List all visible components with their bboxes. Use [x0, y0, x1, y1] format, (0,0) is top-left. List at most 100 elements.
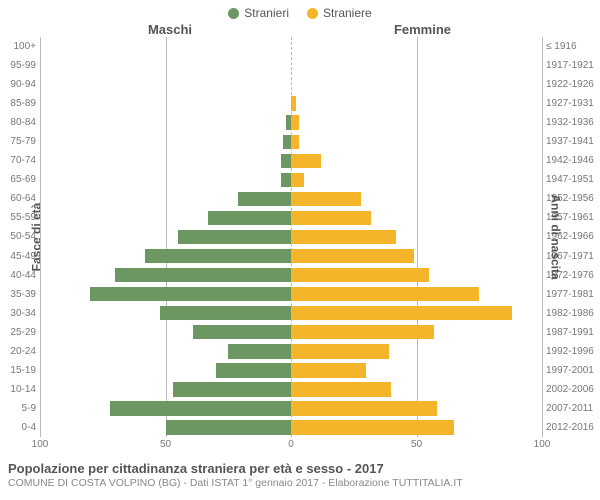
pyramid-row: [40, 75, 542, 94]
female-bar: [291, 211, 371, 225]
pyramid-row: [40, 37, 542, 56]
header-female: Femmine: [300, 22, 600, 37]
female-half: [291, 208, 542, 227]
male-half: [40, 304, 291, 323]
year-tick: 2007-2011: [542, 399, 600, 418]
age-tick: 95-99: [0, 56, 40, 75]
year-tick: 1927-1931: [542, 94, 600, 113]
female-half: [291, 56, 542, 75]
male-half: [40, 132, 291, 151]
year-tick: 1932-1936: [542, 113, 600, 132]
female-half: [291, 113, 542, 132]
female-bar: [291, 135, 299, 149]
male-bar: [281, 154, 291, 168]
year-tick: 1977-1981: [542, 285, 600, 304]
male-bar: [145, 249, 291, 263]
male-bar: [193, 325, 291, 339]
pyramid-row: [40, 227, 542, 246]
female-bar: [291, 420, 454, 434]
male-bar: [178, 230, 291, 244]
male-half: [40, 266, 291, 285]
female-half: [291, 285, 542, 304]
male-half: [40, 380, 291, 399]
male-bar: [90, 287, 291, 301]
column-headers: Maschi Femmine: [0, 22, 600, 37]
year-tick: 2002-2006: [542, 380, 600, 399]
pyramid-row: [40, 113, 542, 132]
age-tick: 25-29: [0, 323, 40, 342]
age-tick: 90-94: [0, 75, 40, 94]
pyramid-row: [40, 189, 542, 208]
legend-swatch-female: [307, 8, 318, 19]
age-tick: 15-19: [0, 361, 40, 380]
pyramid-row: [40, 151, 542, 170]
header-male: Maschi: [0, 22, 300, 37]
female-half: [291, 304, 542, 323]
female-half: [291, 247, 542, 266]
axis-label-year: Anni di nascita: [548, 194, 562, 279]
male-half: [40, 323, 291, 342]
age-tick: 30-34: [0, 304, 40, 323]
male-half: [40, 418, 291, 437]
chart-area: Fasce di età Anni di nascita 100+95-9990…: [0, 37, 600, 437]
female-half: [291, 151, 542, 170]
male-bar: [110, 401, 291, 415]
age-tick: 80-84: [0, 113, 40, 132]
female-bar: [291, 96, 296, 110]
year-tick: 1937-1941: [542, 132, 600, 151]
female-bar: [291, 249, 414, 263]
female-half: [291, 132, 542, 151]
male-bar: [208, 211, 291, 225]
x-tick-label: 50: [160, 439, 171, 450]
legend-item-male: Stranieri: [228, 6, 289, 20]
pyramid-row: [40, 94, 542, 113]
male-half: [40, 56, 291, 75]
male-half: [40, 399, 291, 418]
year-tick: 1992-1996: [542, 342, 600, 361]
age-tick: 100+: [0, 37, 40, 56]
age-tick: 65-69: [0, 170, 40, 189]
female-half: [291, 227, 542, 246]
legend-swatch-male: [228, 8, 239, 19]
year-tick: 1982-1986: [542, 304, 600, 323]
pyramid-row: [40, 247, 542, 266]
male-bar: [173, 382, 291, 396]
age-tick: 5-9: [0, 399, 40, 418]
male-bar: [115, 268, 291, 282]
pyramid-row: [40, 323, 542, 342]
male-half: [40, 227, 291, 246]
female-bar: [291, 382, 391, 396]
year-tick: 1997-2001: [542, 361, 600, 380]
chart-title: Popolazione per cittadinanza straniera p…: [8, 461, 592, 476]
female-bar: [291, 230, 396, 244]
female-half: [291, 37, 542, 56]
pyramid-row: [40, 266, 542, 285]
legend-item-female: Straniere: [307, 6, 372, 20]
female-bar: [291, 306, 512, 320]
female-bar: [291, 287, 479, 301]
pyramid-row: [40, 208, 542, 227]
male-bar: [283, 135, 291, 149]
pyramid-row: [40, 132, 542, 151]
year-tick: 1942-1946: [542, 151, 600, 170]
male-bar: [228, 344, 291, 358]
female-half: [291, 75, 542, 94]
pyramid-row: [40, 399, 542, 418]
female-bar: [291, 344, 389, 358]
male-half: [40, 342, 291, 361]
pyramid-row: [40, 361, 542, 380]
age-tick: 75-79: [0, 132, 40, 151]
legend-label-male: Stranieri: [244, 6, 289, 20]
pyramid-row: [40, 56, 542, 75]
bar-grid: [40, 37, 542, 437]
year-tick: 2012-2016: [542, 418, 600, 437]
legend: Stranieri Straniere: [0, 0, 600, 22]
pyramid-row: [40, 418, 542, 437]
pyramid-row: [40, 285, 542, 304]
female-bar: [291, 115, 299, 129]
age-tick: 10-14: [0, 380, 40, 399]
footer: Popolazione per cittadinanza straniera p…: [0, 455, 600, 489]
male-half: [40, 361, 291, 380]
male-half: [40, 208, 291, 227]
male-half: [40, 94, 291, 113]
